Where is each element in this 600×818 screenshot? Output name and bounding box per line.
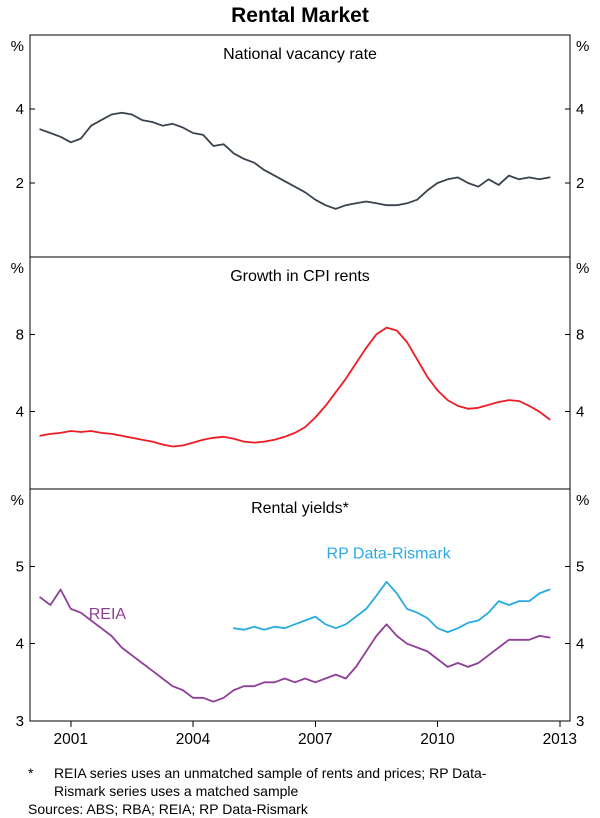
y-tick-label-left: 4 [16, 101, 24, 118]
panel-box [29, 488, 571, 722]
page-title: Rental Market [231, 4, 369, 27]
y-tick-label-left: 4 [16, 636, 24, 653]
footnote-row: * REIA series uses an unmatched sample o… [28, 765, 586, 800]
x-tick-label: 2004 [176, 731, 211, 748]
series-line-reia [39, 588, 551, 703]
y-tick-label-right: 5 [576, 558, 584, 575]
series-line-growth-in-cpi-rents [39, 326, 551, 448]
x-tick-label: 2013 [543, 731, 577, 748]
panel-box [29, 256, 571, 490]
y-tick-label-right: 4 [576, 101, 584, 118]
series-line-national-vacancy-rate [39, 111, 551, 210]
unit-label-left: % [11, 260, 24, 277]
footnotes: * REIA series uses an unmatched sample o… [0, 763, 600, 818]
y-tick-label-left: 3 [16, 713, 24, 730]
unit-label-right: % [576, 492, 589, 509]
series-label-reia: REIA [89, 606, 127, 623]
series-label-rp-data-rismark: RP Data-Rismark [327, 546, 452, 563]
x-tick-label: 2007 [298, 731, 332, 748]
unit-label-left: % [11, 38, 24, 55]
y-tick-label-left: 8 [16, 326, 24, 343]
y-tick-label-left: 2 [16, 175, 24, 192]
y-tick-label-right: 4 [576, 404, 584, 421]
panel-box [29, 34, 571, 258]
footnote-text: REIA series uses an unmatched sample of … [54, 765, 487, 799]
y-tick-label-left: 4 [16, 404, 24, 421]
y-tick-label-right: 8 [576, 326, 584, 343]
panel-title: National vacancy rate [223, 46, 377, 63]
y-tick-label-right: 3 [576, 713, 584, 730]
y-tick-label-right: 4 [576, 636, 584, 653]
series-line-rp-data-rismark [232, 580, 551, 633]
y-tick-label-left: 5 [16, 558, 24, 575]
unit-label-right: % [576, 38, 589, 55]
y-tick-label-right: 2 [576, 175, 584, 192]
chart-svg: 2 2 4 4% % National vacancy rate 4 4 8 8% % Growth … [11, 34, 589, 748]
x-tick-label: 2010 [420, 731, 455, 748]
sources-line: Sources: ABS; RBA; REIA; RP Data-Rismark [28, 801, 308, 817]
panel-title: Growth in CPI rents [230, 268, 370, 285]
unit-label-right: % [576, 260, 589, 277]
x-tick-label: 2001 [54, 731, 88, 748]
footnote-marker: * [28, 765, 34, 781]
unit-label-left: % [11, 492, 24, 509]
panel-title: Rental yields* [251, 500, 349, 517]
